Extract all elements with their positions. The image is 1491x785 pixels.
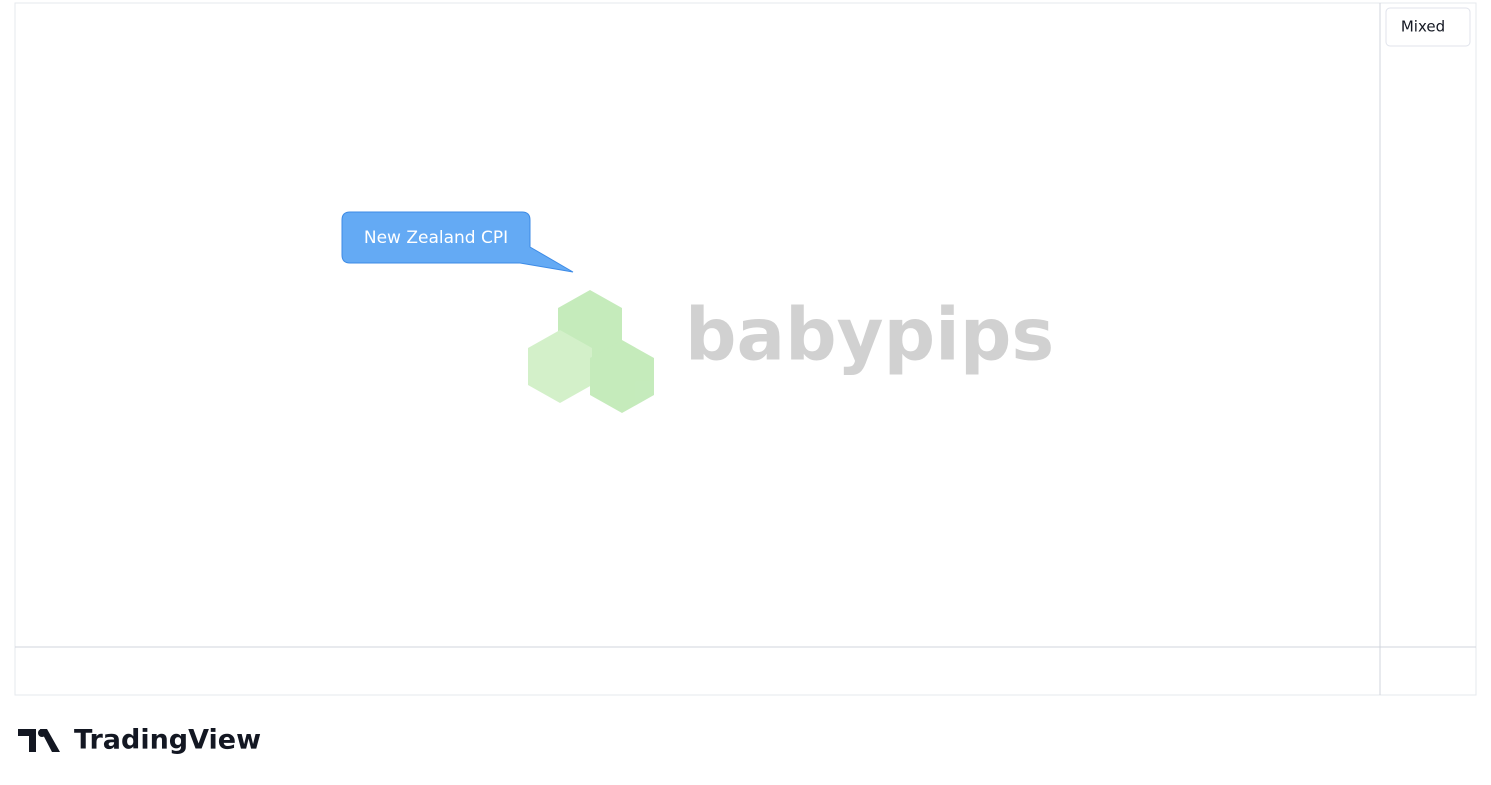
watermark-text: babypips: [685, 293, 1054, 377]
callout-text: New Zealand CPI: [364, 228, 508, 248]
button-box[interactable]: [1385, 7, 1471, 47]
brand-logo-dot: [38, 729, 46, 737]
brand: TradingView: [18, 725, 261, 756]
callout: New Zealand CPI: [341, 211, 574, 273]
callout-box: [341, 211, 574, 273]
button-label[interactable]: Mixed: [1401, 18, 1445, 36]
brand-text: TradingView: [74, 725, 261, 756]
brand-logo: [18, 729, 60, 752]
scale-mode-button[interactable]: Mixed: [1385, 7, 1471, 47]
watermark: babypips: [528, 290, 1054, 413]
chart-frame: [14, 2, 1477, 696]
